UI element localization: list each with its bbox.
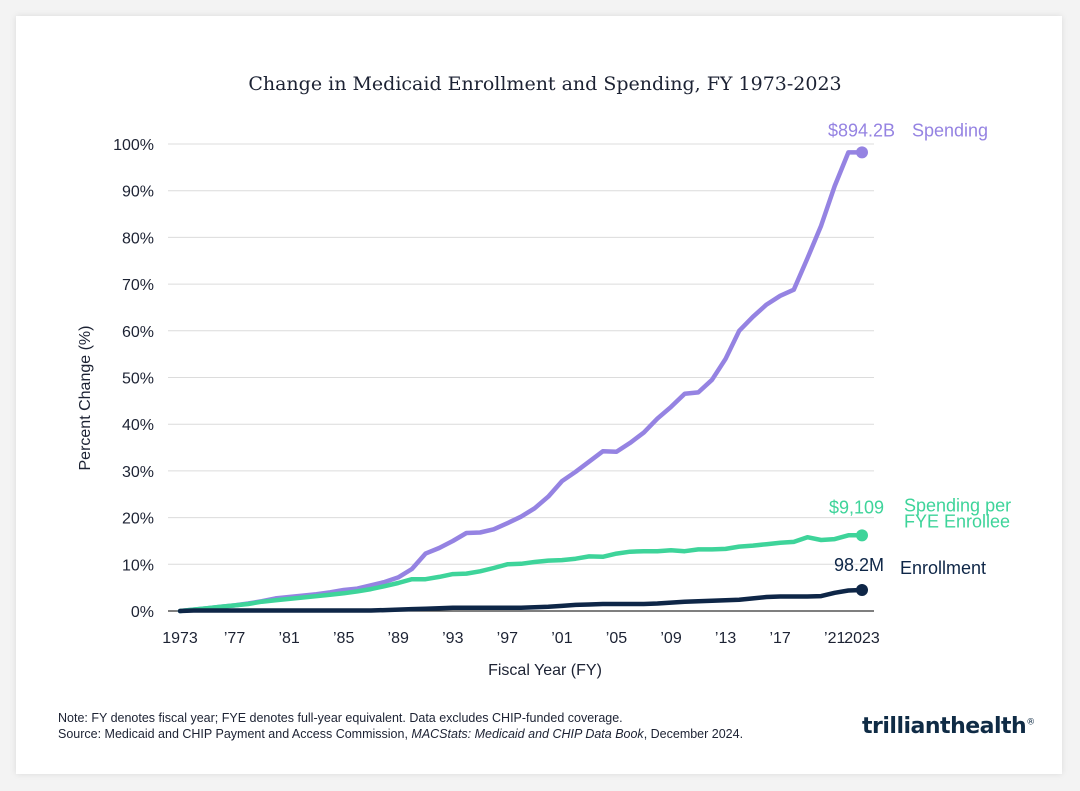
series-end-point xyxy=(856,529,868,542)
x-tick-label: ’05 xyxy=(606,630,627,647)
per-enrollee-series-label-line2: FYE Enrollee xyxy=(904,511,1010,531)
y-tick-label: 100% xyxy=(113,137,154,154)
x-tick-label: ’13 xyxy=(715,630,736,647)
enrollment-value-label: 98.2M xyxy=(834,555,884,575)
y-axis-label: Percent Change (%) xyxy=(77,326,94,471)
y-tick-label: 70% xyxy=(122,277,154,294)
x-tick-label: 1973 xyxy=(162,630,198,647)
x-tick-label: ’21 xyxy=(824,630,845,647)
x-tick-labels: 1973 ’77 ’81 ’85 ’89 ’93 ’97 ’01 ’05 ’09 ’13 ’17 ’21… xyxy=(162,630,880,647)
series-line xyxy=(177,587,865,614)
x-tick-label: ’97 xyxy=(497,630,518,647)
y-tick-label: 90% xyxy=(122,184,154,201)
x-tick-label: ’17 xyxy=(769,630,790,647)
x-tick-label: ’77 xyxy=(224,630,245,647)
per-enrollee-value-label: $9,109 xyxy=(829,497,884,517)
chart-title: Change in Medicaid Enrollment and Spendi… xyxy=(248,73,841,95)
x-tick-label: ’81 xyxy=(278,630,299,647)
footnote: Note: FY denotes fiscal year; FYE denote… xyxy=(58,710,743,742)
y-tick-label: 30% xyxy=(122,464,154,481)
x-tick-label: ’89 xyxy=(388,630,409,647)
trilliant-health-logo: trillianthealth® xyxy=(862,714,1035,739)
logo-part2: health xyxy=(950,714,1027,739)
x-tick-label: ’01 xyxy=(551,630,572,647)
chart-card: Change in Medicaid Enrollment and Spendi… xyxy=(16,16,1062,774)
logo-part1: trilliant xyxy=(862,714,951,739)
source-line: Source: Medicaid and CHIP Payment and Ac… xyxy=(58,726,743,742)
gridlines xyxy=(168,143,874,612)
note-line: Note: FY denotes fiscal year; FYE denote… xyxy=(58,711,623,725)
line-chart: Change in Medicaid Enrollment and Spendi… xyxy=(77,73,1011,679)
x-tick-label: ’93 xyxy=(442,630,463,647)
x-tick-label: ’09 xyxy=(660,630,681,647)
series-line xyxy=(177,533,865,614)
x-axis-label: Fiscal Year (FY) xyxy=(488,662,602,679)
source-suffix: , December 2024. xyxy=(643,727,744,741)
y-tick-label: 0% xyxy=(131,604,154,621)
spending-series-label: Spending xyxy=(912,120,988,140)
y-tick-label: 20% xyxy=(122,511,154,528)
y-tick-label: 50% xyxy=(122,371,154,388)
x-tick-label: 2023 xyxy=(844,630,880,647)
logo-registered-mark: ® xyxy=(1026,717,1035,728)
source-title: MACStats: Medicaid and CHIP Data Book xyxy=(411,727,644,741)
y-tick-label: 60% xyxy=(122,324,154,341)
y-tick-label: 80% xyxy=(122,230,154,247)
x-tick-label: ’85 xyxy=(333,630,354,647)
y-tick-labels: 0% 10% 20% 30% 40% 50% 60% 70% 80% 90% 100% xyxy=(113,137,154,621)
per-enrollee-series-label-line1: Spending per xyxy=(904,495,1011,515)
spending-value-label: $894.2B xyxy=(828,120,895,140)
enrollment-series-label: Enrollment xyxy=(900,558,986,578)
y-tick-label: 40% xyxy=(122,417,154,434)
y-tick-label: 10% xyxy=(122,557,154,574)
source-prefix: Source: Medicaid and CHIP Payment and Ac… xyxy=(58,727,412,741)
series-end-point xyxy=(856,146,868,159)
series-end-point xyxy=(856,583,868,596)
series-lines xyxy=(177,146,868,614)
series-line xyxy=(177,150,865,614)
